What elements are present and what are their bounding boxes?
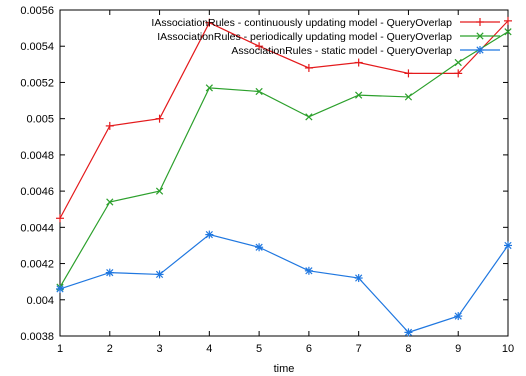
data-point bbox=[404, 328, 413, 337]
y-tick-label: 0.004 bbox=[26, 295, 54, 307]
series-3 bbox=[56, 230, 512, 337]
data-point bbox=[106, 198, 114, 206]
data-point bbox=[454, 58, 462, 67]
series-line bbox=[59, 31, 509, 288]
legend-marker bbox=[476, 18, 484, 26]
x-tick-label: 5 bbox=[256, 343, 262, 355]
x-axis: 1 2 3 4 5 6 7 8 9 10 bbox=[57, 10, 514, 355]
data-point bbox=[205, 230, 214, 239]
y-tick-label: 0.0052 bbox=[20, 77, 54, 89]
x-tick-label: 9 bbox=[455, 343, 461, 355]
data-point bbox=[354, 274, 363, 283]
data-point bbox=[205, 84, 213, 92]
data-point bbox=[56, 214, 64, 223]
data-point bbox=[454, 69, 463, 78]
plot-border bbox=[59, 9, 509, 337]
x-tick-label: 8 bbox=[405, 343, 411, 355]
series-line bbox=[59, 20, 509, 219]
y-axis: 0.0038 0.004 0.0042 0.0044 0.0046 0.0048 0.005… bbox=[20, 5, 508, 343]
data-point bbox=[404, 93, 413, 101]
data-point bbox=[205, 18, 214, 27]
y-tick-label: 0.0054 bbox=[20, 41, 54, 53]
y-tick-label: 0.0056 bbox=[20, 5, 54, 17]
y-tick-label: 0.0042 bbox=[20, 259, 54, 271]
data-point bbox=[504, 241, 512, 250]
legend: IAssociationRules - continuously updatin… bbox=[151, 17, 500, 57]
x-axis-label: time bbox=[274, 363, 295, 375]
data-point bbox=[255, 243, 264, 252]
legend-marker bbox=[476, 46, 484, 54]
data-point bbox=[305, 113, 313, 121]
plot-frame bbox=[59, 9, 509, 337]
data-point bbox=[105, 268, 114, 277]
y-tick-label: 0.0044 bbox=[20, 222, 54, 234]
data-point bbox=[354, 58, 363, 67]
legend-label: IAssociationRules - continuously updatin… bbox=[151, 17, 452, 29]
series-layer bbox=[56, 16, 512, 337]
data-point bbox=[56, 284, 64, 293]
x-tick-label: 1 bbox=[57, 343, 63, 355]
legend-marker bbox=[476, 32, 484, 40]
legend-label: IAssociationRules - periodically updatin… bbox=[157, 31, 452, 43]
data-point bbox=[105, 121, 114, 130]
data-point bbox=[304, 63, 313, 72]
y-tick-label: 0.0048 bbox=[20, 150, 54, 162]
data-point bbox=[155, 187, 164, 195]
data-point bbox=[255, 42, 264, 51]
data-point bbox=[304, 266, 313, 275]
x-tick-label: 10 bbox=[502, 343, 514, 355]
data-point bbox=[255, 87, 263, 96]
x-tick-label: 4 bbox=[206, 343, 212, 355]
data-point bbox=[155, 270, 164, 279]
series-1 bbox=[56, 16, 512, 223]
series-line bbox=[59, 233, 509, 334]
legend-label: AssociationRules - static model - QueryO… bbox=[231, 45, 452, 57]
x-tick-label: 2 bbox=[107, 343, 113, 355]
x-tick-label: 7 bbox=[356, 343, 362, 355]
data-point bbox=[504, 28, 512, 36]
series-2 bbox=[56, 28, 512, 291]
data-point bbox=[404, 69, 413, 78]
data-point bbox=[355, 91, 363, 99]
data-point bbox=[454, 312, 463, 321]
x-tick-label: 3 bbox=[156, 343, 162, 355]
y-tick-label: 0.0038 bbox=[20, 331, 54, 343]
x-tick-label: 6 bbox=[306, 343, 312, 355]
y-tick-label: 0.0046 bbox=[20, 186, 54, 198]
data-point bbox=[155, 114, 164, 123]
data-point bbox=[504, 16, 512, 25]
y-tick-label: 0.005 bbox=[26, 114, 54, 126]
